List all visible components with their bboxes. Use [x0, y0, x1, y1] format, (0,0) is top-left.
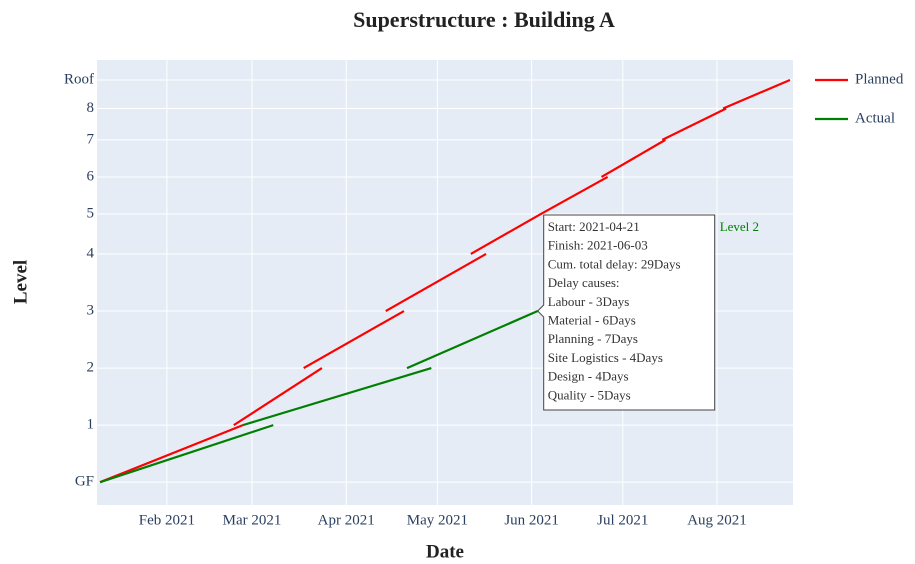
series-line [99, 310, 539, 484]
y-tick-label: 1 [87, 417, 95, 433]
y-tick-label: 5 [87, 205, 95, 221]
x-tick-label: May 2021 [407, 512, 468, 528]
x-tick-label: Jun 2021 [504, 512, 559, 528]
hover-name: Level 2 [720, 219, 759, 234]
series-line [99, 78, 791, 484]
hover-line: Material - 6Days [548, 313, 636, 328]
y-tick-label: 4 [87, 245, 95, 261]
hover-line: Quality - 5Days [548, 387, 631, 402]
x-tick-label: Jul 2021 [597, 512, 648, 528]
legend-label: Planned [855, 71, 904, 87]
hover-box [536, 214, 716, 411]
x-tick-label: Apr 2021 [318, 512, 375, 528]
hover-line: Design - 4Days [548, 369, 629, 384]
x-tick-label: Feb 2021 [139, 512, 195, 528]
y-tick-label: 8 [87, 100, 95, 116]
hover-line: Site Logistics - 4Days [548, 350, 663, 365]
x-tick-label: Aug 2021 [687, 512, 747, 528]
y-tick-label: 3 [87, 302, 95, 318]
y-tick-label: 2 [87, 360, 95, 376]
y-tick-label: 6 [87, 168, 95, 184]
x-axis-title: Date [426, 541, 464, 562]
y-tick-label: 7 [87, 131, 95, 147]
chart-title: Superstructure : Building A [353, 7, 615, 32]
hover-line: Finish: 2021-06-03 [548, 238, 648, 253]
y-tick-label: Roof [64, 71, 94, 87]
hover-line: Start: 2021-04-21 [548, 219, 640, 234]
hover-line: Labour - 3Days [548, 294, 630, 309]
hover-line: Planning - 7Days [548, 331, 638, 346]
x-tick-label: Mar 2021 [223, 512, 282, 528]
hover-line: Delay causes: [548, 275, 620, 290]
hover-line: Cum. total delay: 29Days [548, 256, 681, 271]
y-axis-title: Level [10, 260, 31, 304]
legend-label: Actual [855, 110, 895, 126]
y-tick-label: GF [75, 474, 94, 490]
